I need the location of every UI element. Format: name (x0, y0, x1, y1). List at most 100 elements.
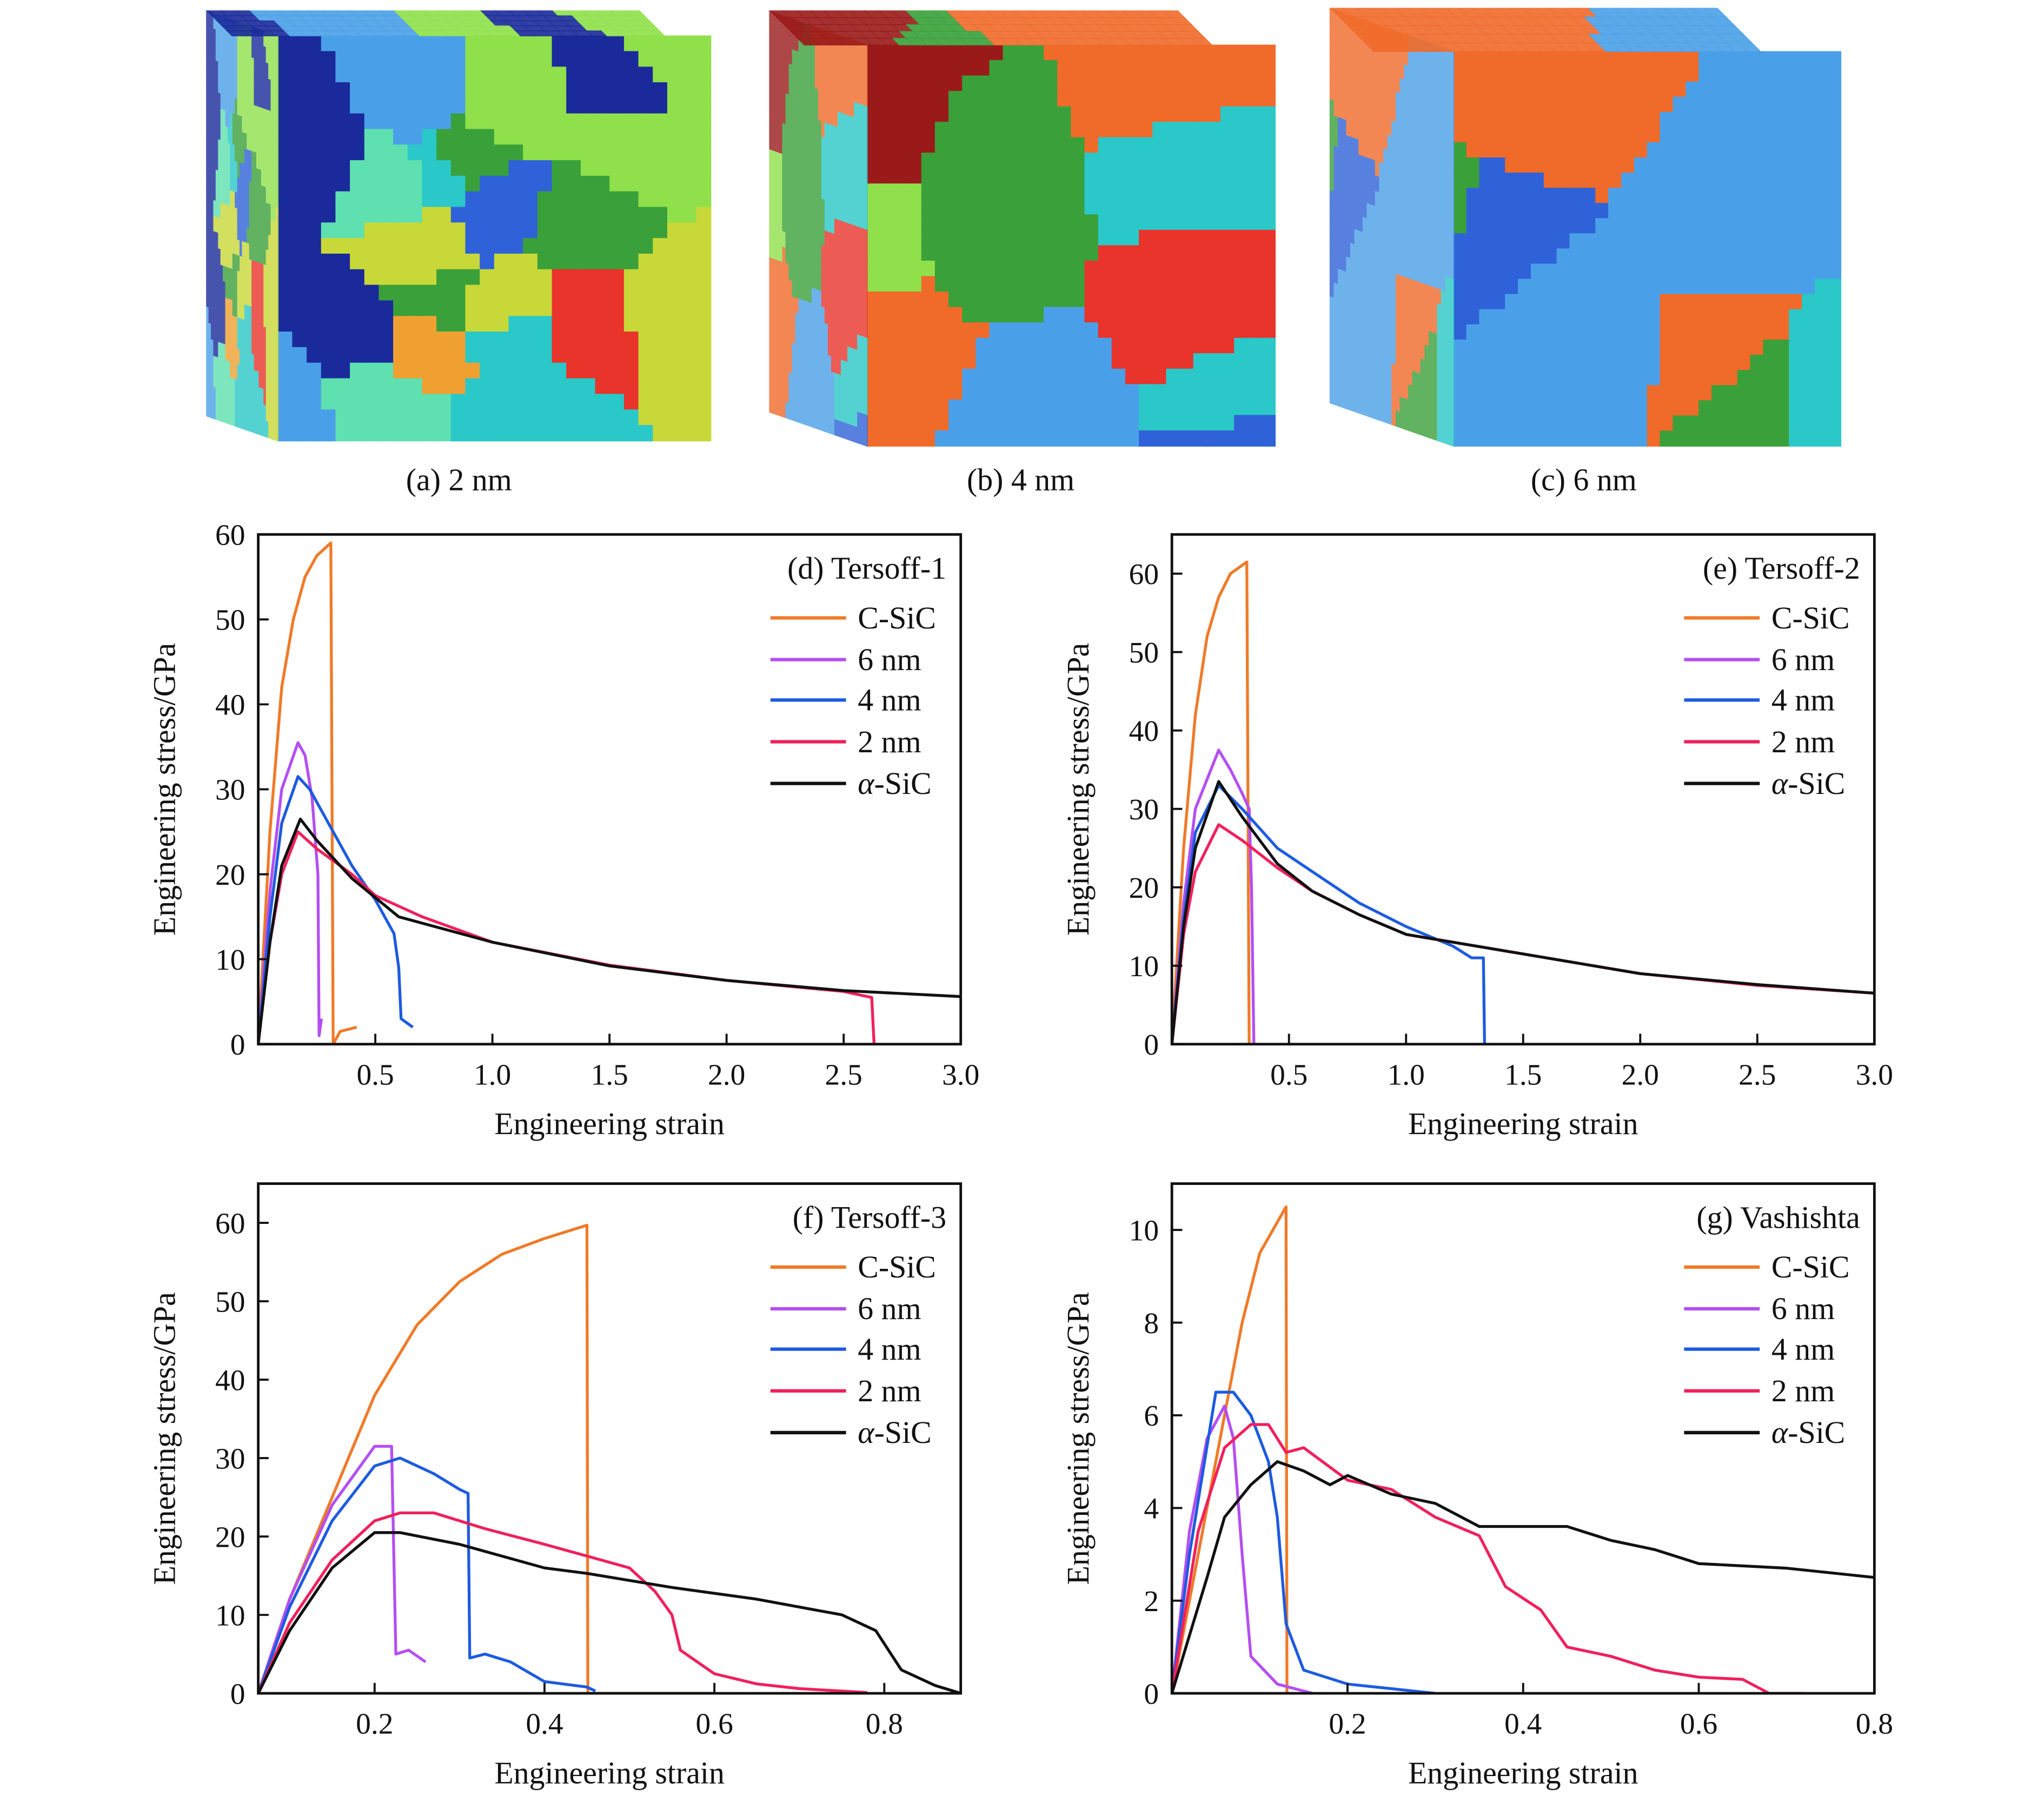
grain-cell (1673, 157, 1687, 174)
grain-cell (1724, 96, 1738, 113)
grain-cell (1530, 309, 1545, 326)
grain-cell (1061, 31, 1084, 39)
grain-cell (422, 378, 437, 395)
grain-cell (335, 409, 351, 426)
grain-cell (552, 10, 574, 17)
grain-cell (230, 206, 234, 223)
grain-cell (1492, 157, 1506, 174)
grain-cell (921, 292, 936, 308)
grain-cell (795, 282, 800, 300)
grain-cell (242, 38, 245, 56)
grain-cell (975, 122, 990, 138)
grain-cell (860, 57, 865, 76)
grain-cell (912, 31, 934, 39)
grain-cell (1163, 24, 1186, 32)
grain-cell (1445, 382, 1450, 400)
grain-cell (769, 149, 773, 167)
grain-cell (1395, 76, 1401, 95)
grain-cell (437, 25, 459, 31)
grain-cell (1569, 81, 1583, 98)
grain-cell (1130, 31, 1152, 39)
grain-cell (1802, 324, 1816, 341)
grain-cell (811, 380, 816, 398)
grain-cell (1492, 248, 1506, 264)
grain-cell (393, 175, 409, 193)
grain-cell (1014, 10, 1036, 18)
grain-cell (1098, 415, 1113, 432)
grain-cell (466, 10, 487, 17)
grain-cell (1247, 276, 1262, 293)
grain-cell (1776, 111, 1790, 128)
grain-cell (1750, 218, 1764, 234)
grain-cell (785, 324, 790, 343)
grain-cell (1139, 75, 1153, 92)
grain-cell (1003, 137, 1018, 154)
grain-cell (227, 189, 231, 207)
grain-cell (934, 183, 950, 200)
grain-cell (681, 175, 697, 193)
grain-cell (480, 175, 495, 193)
grain-cell (667, 82, 683, 99)
grain-cell (1569, 188, 1583, 204)
grain-cell (837, 358, 842, 376)
grain-cell (580, 51, 596, 68)
grain-cell (1673, 203, 1687, 219)
grain-cell (840, 267, 845, 285)
grain-cell (805, 316, 809, 334)
grain-cell (1763, 111, 1777, 128)
grain-cell (818, 166, 822, 184)
grain-cell (1071, 214, 1085, 231)
grain-cell (1362, 231, 1368, 250)
grain-cell (1621, 415, 1635, 432)
grain-cell (1685, 400, 1700, 416)
grain-cell (581, 10, 602, 17)
grain-cell (623, 284, 640, 301)
grain-cell (1387, 301, 1392, 319)
grain-cell (1432, 271, 1438, 289)
grain-cell (566, 332, 582, 348)
grain-cell (1371, 326, 1376, 344)
grain-cell (1084, 353, 1099, 370)
grain-cell (1543, 385, 1558, 401)
grain-cell (1399, 229, 1405, 248)
grain-cell (1543, 51, 1558, 68)
grain-cell (364, 332, 380, 348)
grain-cell (1763, 81, 1777, 98)
grain-cell (962, 292, 977, 308)
grain-cell (567, 25, 589, 31)
grain-cell (857, 17, 880, 25)
grain-cell (213, 371, 217, 389)
grain-cell (808, 55, 813, 73)
grain-cell (235, 129, 238, 147)
grain-cell (494, 35, 509, 52)
grain-cell (827, 108, 832, 126)
grain-cell (1634, 324, 1648, 341)
grain-cell (798, 406, 803, 425)
grain-cell (801, 407, 806, 426)
grain-cell (1179, 198, 1194, 215)
grain-cell (1354, 47, 1359, 65)
grain-cell (814, 150, 819, 168)
grain-cell (244, 226, 248, 244)
grain-cell (867, 75, 881, 92)
grain-cell (779, 230, 783, 248)
grain-cell (364, 113, 380, 130)
grain-cell (921, 198, 936, 215)
grain-cell (1350, 45, 1356, 63)
grain-cell (364, 129, 380, 145)
grain-cell (242, 241, 245, 259)
grain-cell (494, 378, 509, 395)
grain-cell (609, 347, 625, 364)
grain-cell (1111, 307, 1126, 323)
grain-cell (1432, 180, 1438, 198)
grain-cell (696, 144, 712, 161)
grain-cell (1102, 31, 1125, 39)
grain-cell (1776, 400, 1790, 416)
grain-cell (235, 363, 238, 381)
grain-cell (1453, 339, 1468, 356)
grain-cell (307, 394, 322, 410)
grain-cell (860, 212, 865, 230)
grain-cell (1556, 81, 1571, 98)
grain-cell (1408, 187, 1413, 205)
grain-cell (989, 415, 1004, 432)
